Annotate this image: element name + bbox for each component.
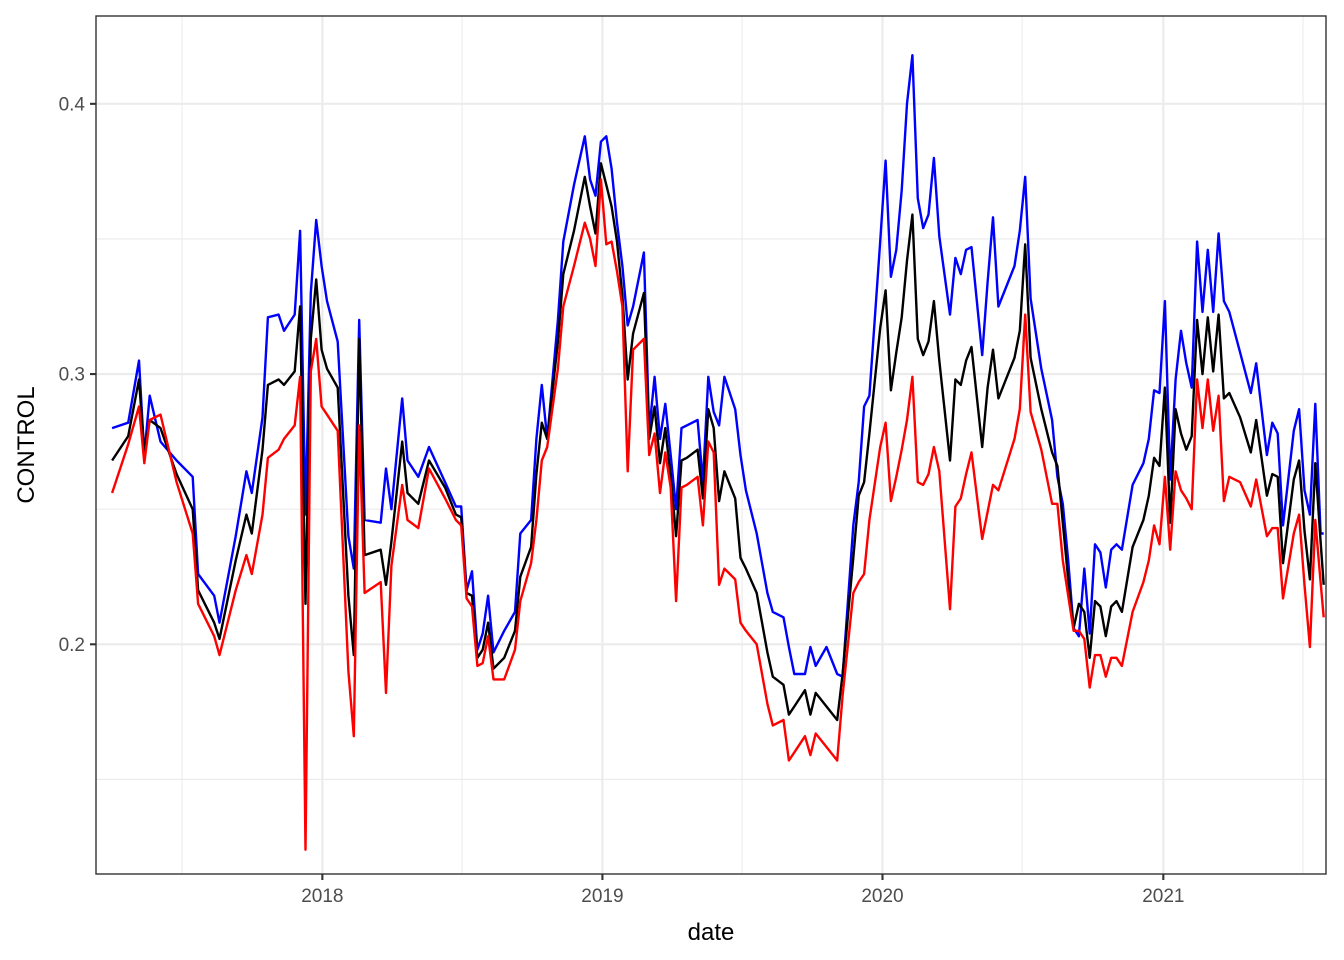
y-tick-label: 0.3	[59, 365, 85, 386]
major-gridlines	[96, 16, 1326, 874]
x-tick-label: 2021	[1142, 886, 1184, 907]
series-layer	[110, 54, 1325, 851]
series-line-black	[111, 162, 1325, 722]
x-axis: 2018 2019 2020 2021	[301, 874, 1184, 907]
x-tick-label: 2020	[861, 886, 903, 907]
y-tick-label: 0.4	[59, 94, 86, 115]
plot-panel-border	[95, 15, 1327, 875]
x-axis-title: date	[688, 919, 735, 946]
y-axis-title: CONTROL	[13, 386, 40, 503]
x-tick-label: 2018	[301, 886, 343, 907]
series-line-red	[110, 178, 1325, 851]
y-axis: 0.2 0.3 0.4	[59, 94, 96, 656]
y-tick-label: 0.2	[59, 635, 85, 656]
x-tick-label: 2019	[581, 886, 623, 907]
minor-gridlines	[96, 16, 1326, 874]
